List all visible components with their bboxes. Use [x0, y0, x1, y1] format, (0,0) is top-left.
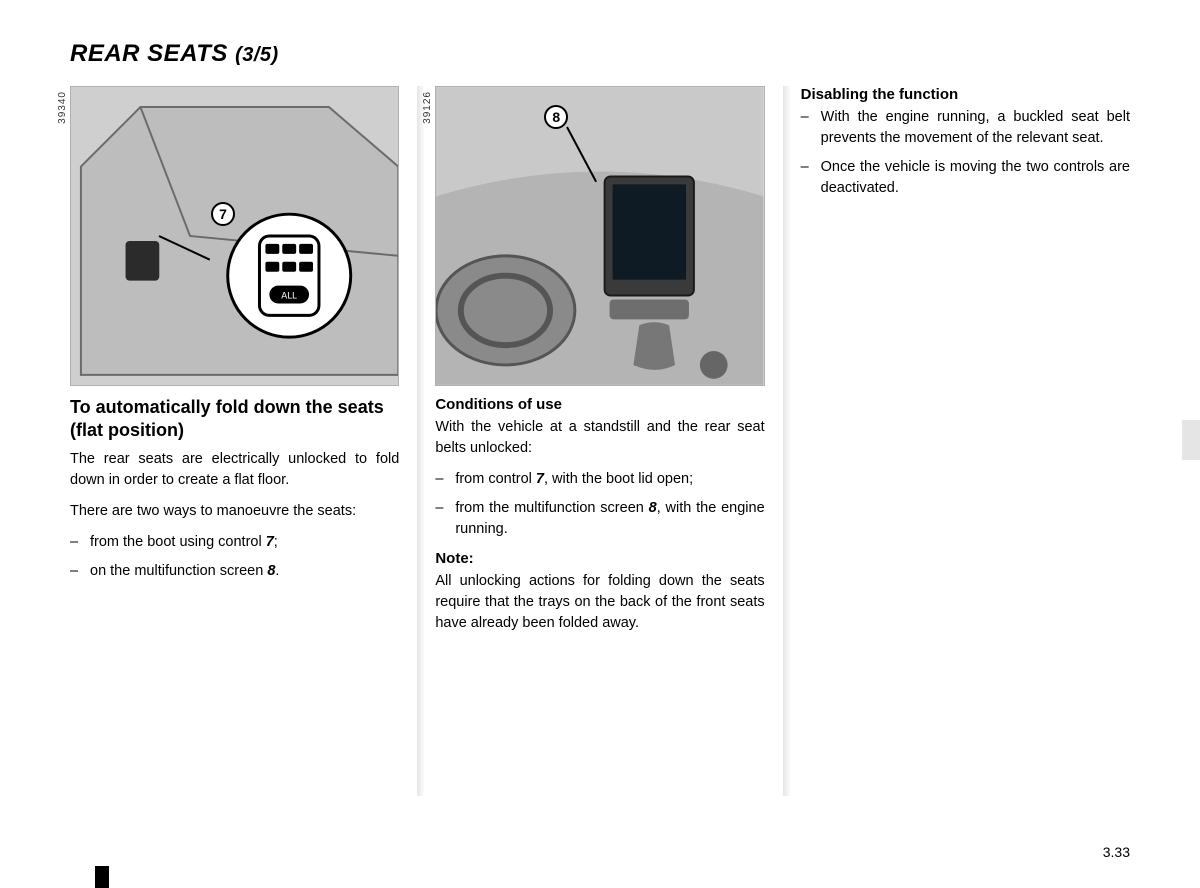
col2-bullet-1: from control 7, with the boot lid open;: [435, 469, 764, 490]
col1-bullet-2: on the multifunction screen 8.: [70, 561, 399, 582]
column-2: 39126 8 Conditions of use With the vehic…: [417, 86, 782, 796]
col3-sub1: Disabling the function: [801, 86, 1130, 103]
black-tab: [95, 866, 109, 888]
col2-sub1: Conditions of use: [435, 396, 764, 413]
dashboard-sketch: [436, 87, 763, 385]
title-sub: (3/5): [235, 44, 279, 66]
col2-bullets: from control 7, with the boot lid open; …: [435, 469, 764, 540]
figure-boot: 39340 ALL: [70, 86, 399, 386]
col2-p1: With the vehicle at a standstill and the…: [435, 417, 764, 459]
photo-id-left: 39340: [57, 91, 68, 124]
callout-7: 7: [211, 202, 235, 226]
figure-dashboard: 39126 8: [435, 86, 764, 386]
boot-sketch: ALL: [71, 87, 398, 385]
photo-id-mid: 39126: [422, 91, 433, 124]
col2-note-label: Note:: [435, 550, 764, 567]
col3-bullet-1: With the engine running, a buckled seat …: [801, 107, 1130, 149]
col1-heading: To automatically fold down the seats (fl…: [70, 396, 399, 441]
col3-bullets: With the engine running, a buckled seat …: [801, 107, 1130, 199]
col1-bullets: from the boot using control 7; on the mu…: [70, 532, 399, 582]
page-number: 3.33: [1103, 844, 1130, 860]
title-main: REAR SEATS: [70, 40, 228, 67]
column-3: Disabling the function With the engine r…: [783, 86, 1130, 796]
svg-text:ALL: ALL: [281, 290, 297, 300]
col1-p2: There are two ways to manoeuvre the seat…: [70, 501, 399, 522]
gray-tab: [1182, 420, 1200, 460]
content-columns: 39340 ALL: [70, 86, 1130, 796]
col1-p1: The rear seats are electrically unlocked…: [70, 449, 399, 491]
col3-bullet-2: Once the vehicle is moving the two contr…: [801, 157, 1130, 199]
page-title: REAR SEATS (3/5): [70, 40, 1130, 68]
col2-bullet-2: from the multifunction screen 8, with th…: [435, 498, 764, 540]
col1-bullet-1: from the boot using control 7;: [70, 532, 399, 553]
col2-note-body: All unlocking actions for folding down t…: [435, 571, 764, 634]
column-1: 39340 ALL: [70, 86, 417, 796]
